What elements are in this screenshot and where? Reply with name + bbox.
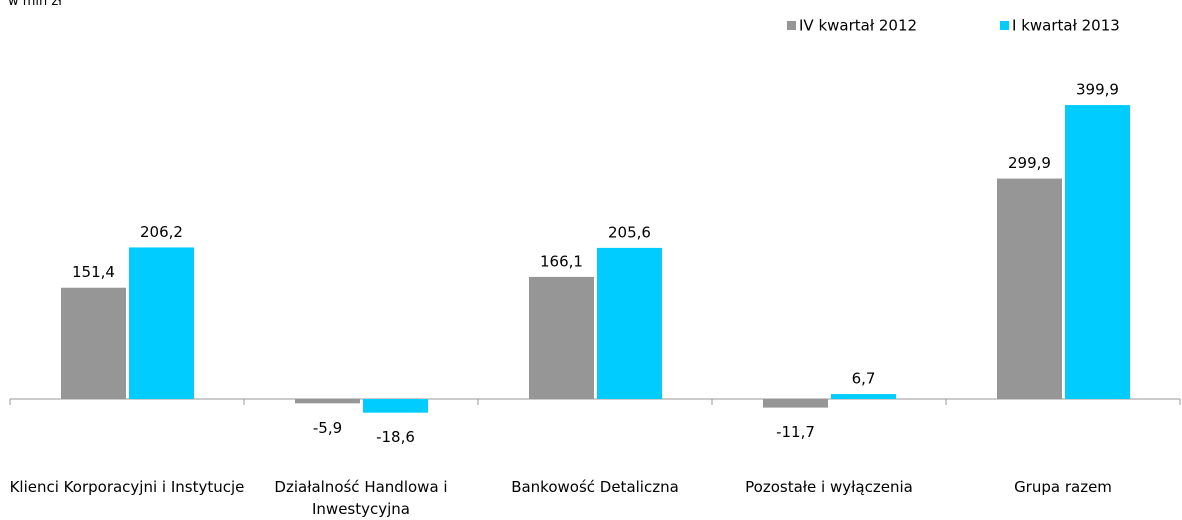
bar <box>997 178 1062 399</box>
legend-swatch <box>1000 21 1009 30</box>
bar <box>363 399 428 413</box>
legend-label: IV kwartał 2012 <box>799 17 917 35</box>
value-label: 151,4 <box>72 263 115 281</box>
value-label: -18,6 <box>376 428 415 446</box>
bar <box>61 287 126 399</box>
bar <box>763 399 828 408</box>
value-label: 166,1 <box>540 252 583 270</box>
legend-label: I kwartał 2013 <box>1012 17 1120 35</box>
x-tick-label: Grupa razem <box>1014 478 1112 496</box>
bar <box>597 247 662 399</box>
value-label: -5,9 <box>313 419 342 437</box>
bar <box>1065 105 1130 400</box>
x-tick-label: Klienci Korporacyjni i Instytucje <box>9 478 245 496</box>
value-label: 399,9 <box>1076 81 1119 99</box>
bar <box>295 399 360 404</box>
x-tick-label: Bankowość Detaliczna <box>511 478 679 496</box>
value-label: -11,7 <box>776 423 815 441</box>
legend-swatch <box>787 21 796 30</box>
value-label: 299,9 <box>1008 154 1051 172</box>
bar <box>529 276 594 399</box>
x-tick-label: Działalność Handlowa i Inwestycyjna <box>274 478 448 518</box>
unit-label: w mln zł <box>8 0 62 9</box>
value-label: 206,2 <box>140 223 183 241</box>
value-label: 205,6 <box>608 223 651 241</box>
x-tick-label: Pozostałe i wyłączenia <box>745 478 913 496</box>
value-label: 6,7 <box>852 370 876 388</box>
bar <box>129 247 194 399</box>
bar <box>831 394 896 399</box>
